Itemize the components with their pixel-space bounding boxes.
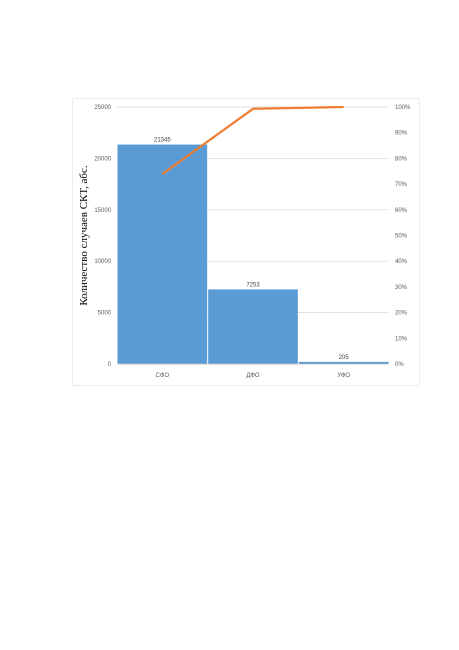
y2-tick-label: 50% (395, 234, 408, 240)
y2-tick-label: 0% (395, 362, 404, 368)
y-axis-title: Количество случаев СКТ, абс. (78, 165, 90, 306)
y-tick-label: 5000 (98, 311, 112, 317)
x-tick-label: СФО (156, 373, 170, 379)
bar-data-label: 21345 (154, 138, 171, 144)
x-tick-label: УФО (337, 373, 350, 379)
y2-tick-label: 80% (395, 156, 408, 162)
y2-tick-label: 10% (395, 336, 408, 342)
y2-tick-label: 70% (395, 182, 408, 188)
y2-tick-label: 60% (395, 208, 408, 214)
y2-tick-label: 40% (395, 259, 408, 265)
y-tick-label: 0 (108, 362, 112, 368)
bar (208, 289, 298, 364)
chart-frame (72, 98, 420, 386)
bar (298, 361, 389, 364)
x-tick-label: ДФО (246, 373, 259, 379)
y-tick-label: 25000 (94, 105, 111, 111)
y2-tick-label: 100% (395, 105, 411, 111)
y-tick-label: 10000 (94, 259, 111, 265)
y2-tick-label: 30% (395, 285, 408, 291)
y-tick-label: 15000 (94, 208, 111, 214)
y2-tick-label: 20% (395, 311, 408, 317)
y2-tick-label: 90% (395, 131, 408, 137)
y-tick-label: 20000 (94, 156, 111, 162)
bar-data-label: 205 (339, 355, 350, 361)
bar-data-label: 7253 (246, 282, 260, 288)
cumulative-line (161, 105, 344, 175)
bar (117, 144, 208, 364)
